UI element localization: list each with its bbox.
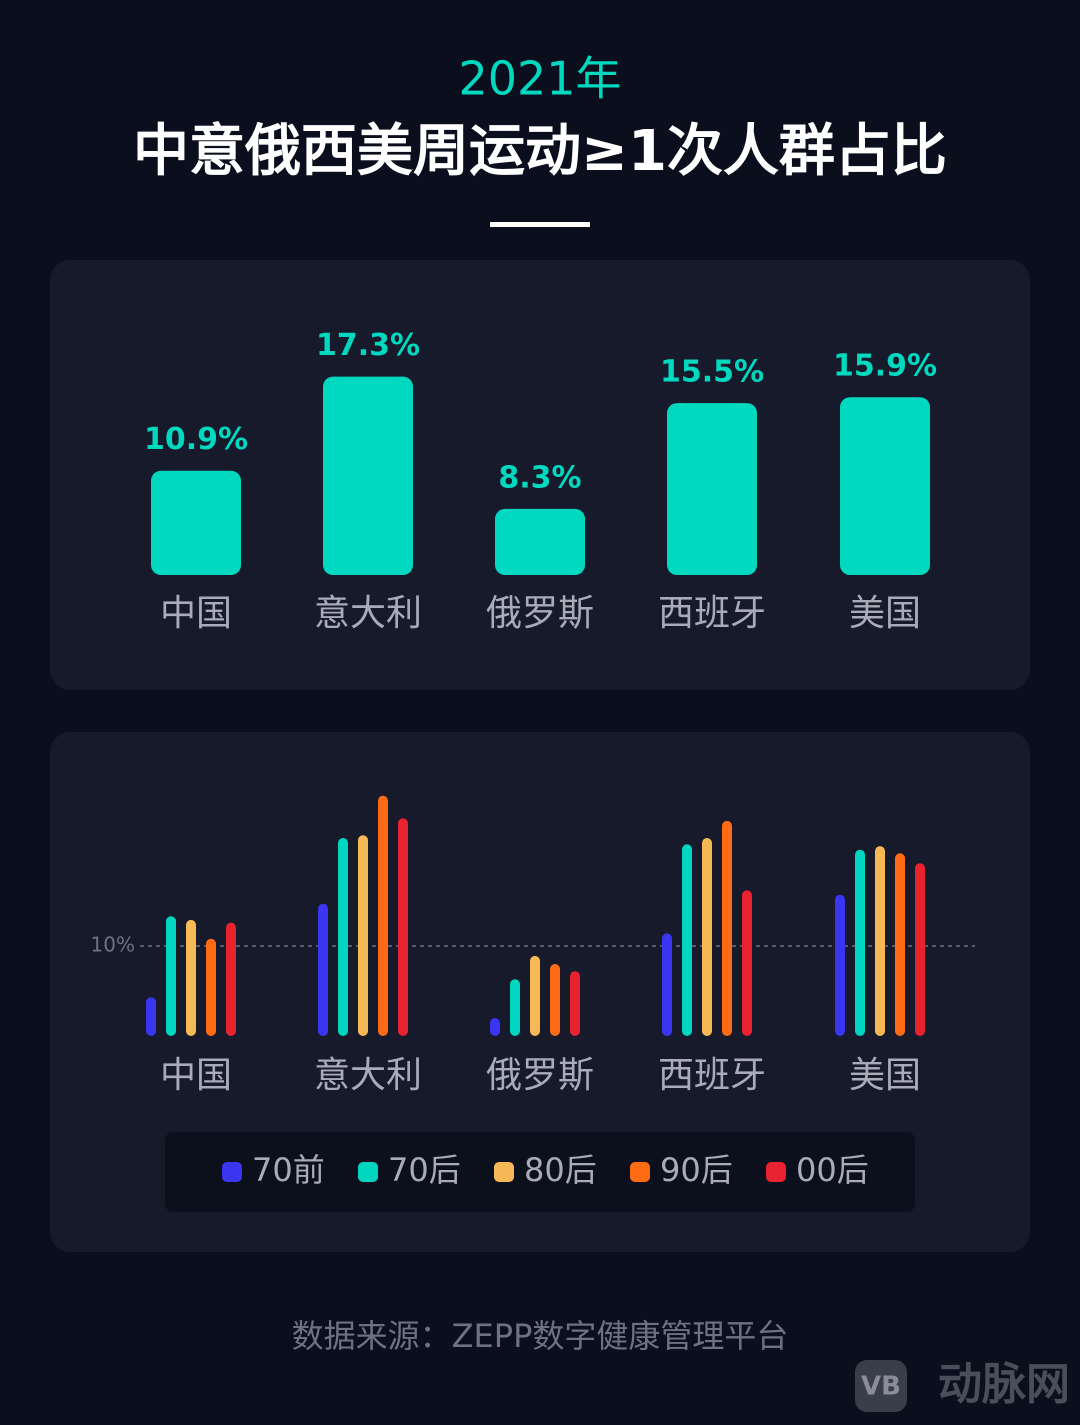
subtitle: 2021年 — [458, 52, 621, 106]
x-tick-label: 美国 — [849, 593, 921, 634]
y-tick-label: 10% — [91, 933, 135, 957]
bar — [146, 997, 156, 1036]
logo-mark: VB — [861, 1372, 901, 1402]
legend-swatch — [766, 1162, 786, 1182]
bar — [206, 938, 216, 1036]
legend-label: 70前 — [252, 1151, 325, 1189]
legend-label: 70后 — [388, 1151, 461, 1189]
bar — [855, 849, 865, 1036]
x-tick-label: 西班牙 — [658, 1055, 766, 1096]
legend-swatch — [630, 1162, 650, 1182]
logo — [855, 1360, 907, 1412]
value-label: 15.9% — [833, 349, 937, 384]
title: 中意俄西美周运动≥1次人群占比 — [133, 119, 947, 184]
bar — [742, 890, 752, 1036]
legend-swatch — [494, 1162, 514, 1182]
x-tick-label: 俄罗斯 — [486, 593, 594, 634]
value-label: 10.9% — [144, 422, 248, 457]
legend-swatch — [358, 1162, 378, 1182]
bar — [378, 795, 388, 1036]
bar — [186, 919, 196, 1036]
bar — [338, 838, 348, 1036]
bar — [495, 508, 585, 575]
bar — [702, 838, 712, 1036]
panel — [50, 260, 1030, 690]
bar — [323, 376, 413, 575]
bar — [510, 979, 520, 1036]
bar — [151, 470, 241, 575]
bar — [895, 853, 905, 1036]
bar — [682, 844, 692, 1036]
bar — [570, 971, 580, 1036]
bar — [226, 922, 236, 1036]
bar — [550, 964, 560, 1036]
bar — [398, 818, 408, 1036]
bar — [358, 835, 368, 1036]
bar — [722, 820, 732, 1036]
x-tick-label: 中国 — [160, 1055, 232, 1096]
value-label: 8.3% — [498, 460, 581, 495]
bar — [490, 1018, 500, 1036]
value-label: 17.3% — [316, 328, 420, 363]
value-label: 15.5% — [660, 355, 764, 390]
bar — [530, 955, 540, 1036]
legend-label: 80后 — [524, 1151, 597, 1189]
bar — [915, 863, 925, 1036]
bar — [875, 846, 885, 1036]
x-tick-label: 美国 — [849, 1055, 921, 1096]
bar — [667, 403, 757, 575]
x-tick-label: 中国 — [160, 593, 232, 634]
bar — [318, 903, 328, 1036]
watermark: 动脉网 — [938, 1359, 1070, 1410]
bar — [662, 933, 672, 1036]
source: 数据来源：ZEPP数字健康管理平台 — [292, 1317, 789, 1355]
legend-label: 00后 — [796, 1151, 869, 1189]
bar — [166, 916, 176, 1036]
legend-label: 90后 — [660, 1151, 733, 1189]
x-tick-label: 意大利 — [314, 1055, 422, 1096]
legend-swatch — [222, 1162, 242, 1182]
bar — [840, 397, 930, 575]
bar — [835, 894, 845, 1036]
x-tick-label: 意大利 — [314, 593, 422, 634]
title-underline — [490, 222, 590, 227]
x-tick-label: 西班牙 — [658, 593, 766, 634]
legend-box — [165, 1132, 915, 1212]
x-tick-label: 俄罗斯 — [486, 1055, 594, 1096]
